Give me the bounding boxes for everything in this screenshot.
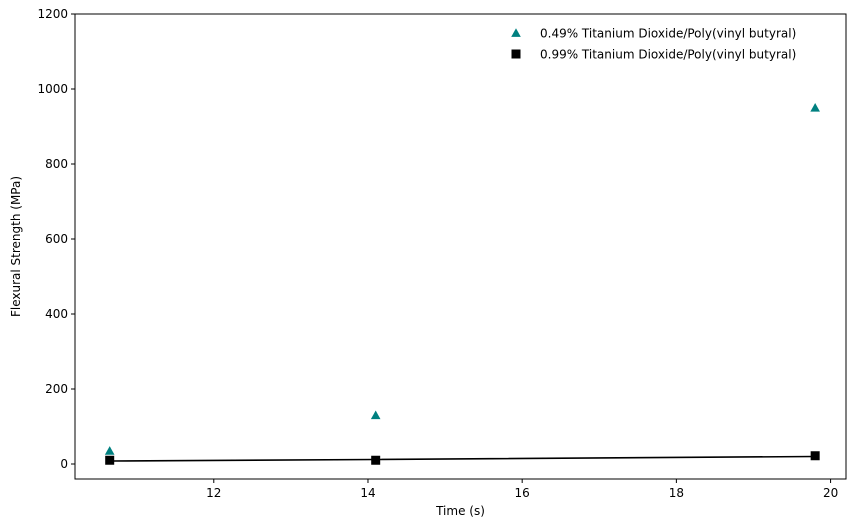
y-tick-label: 1200 [37,7,68,21]
trend-line [109,455,816,462]
y-tick-label: 600 [45,232,68,246]
data-marks [104,102,820,465]
y-axis: 0 200 400 600 800 1000 1200 [37,7,75,471]
x-axis: 12 14 16 18 20 [206,479,838,500]
data-point-triangle [810,102,820,112]
x-tick-label: 12 [206,486,221,500]
x-tick-label: 16 [515,486,530,500]
legend: 0.49% Titanium Dioxide/Poly(vinyl butyra… [511,27,796,62]
y-tick-label: 1000 [37,82,68,96]
y-tick-label: 800 [45,157,68,171]
y-tick-label: 200 [45,382,68,396]
data-point-triangle [370,410,381,420]
legend-marker [511,49,521,59]
data-point-square [371,455,381,465]
y-axis-label: Flexural Strength (MPa) [9,176,23,317]
data-point-square [105,455,115,465]
data-point-square [810,451,820,461]
data-point-triangle [104,446,115,455]
plot-frame [74,13,847,480]
legend-label: 0.99% Titanium Dioxide/Poly(vinyl butyra… [540,48,796,62]
legend-label: 0.49% Titanium Dioxide/Poly(vinyl butyra… [540,27,796,41]
x-tick-label: 18 [669,486,684,500]
y-tick-label: 400 [45,307,68,321]
x-tick-label: 14 [360,486,375,500]
x-tick-label: 20 [823,486,838,500]
y-tick-label: 0 [60,457,68,471]
x-axis-label: Time (s) [435,504,485,518]
legend-marker [511,28,521,37]
